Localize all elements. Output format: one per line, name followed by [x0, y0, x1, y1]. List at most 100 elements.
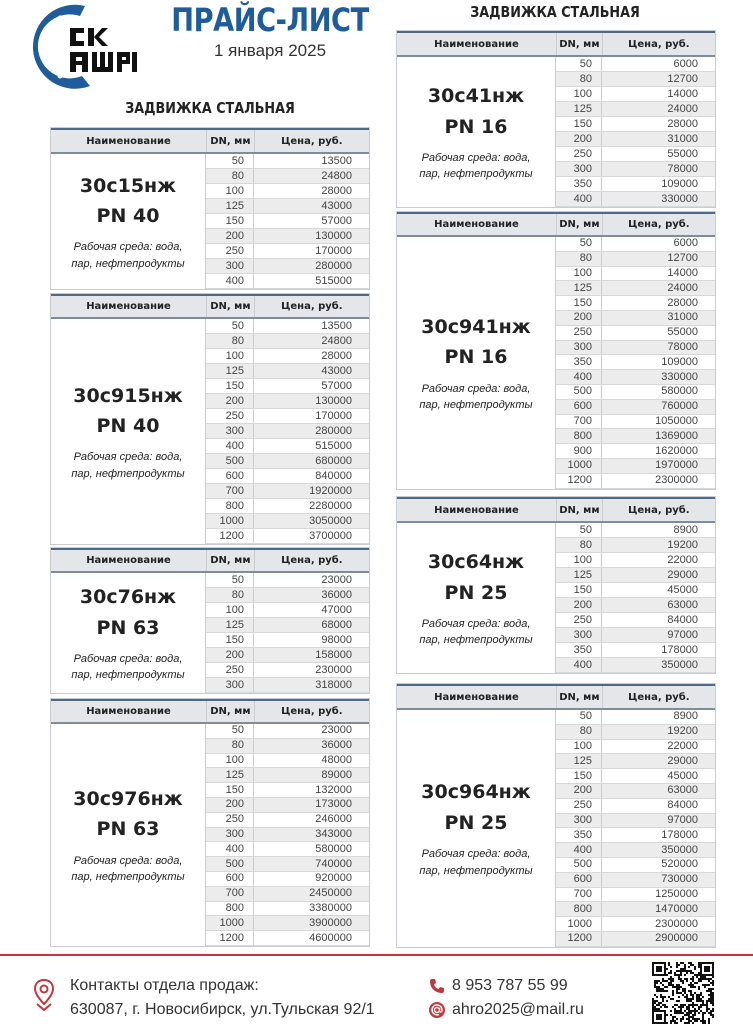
dn-value: 800	[556, 429, 602, 444]
footer-divider	[0, 954, 753, 956]
price-value: 24800	[321, 334, 352, 347]
email[interactable]: ahro2025@mail.ru	[452, 1001, 584, 1018]
dn-value: 300	[206, 678, 254, 692]
price-value: 28000	[667, 117, 698, 130]
at-sign-icon	[429, 1002, 445, 1018]
price-value: 55000	[667, 147, 698, 160]
dn-value: 200	[556, 132, 602, 146]
price-value: 246000	[315, 813, 352, 826]
price-value: 22000	[667, 553, 698, 566]
dn-value: 700	[556, 414, 602, 429]
dn-value: 700	[206, 484, 254, 498]
table-row: 200 130000	[206, 394, 369, 409]
dn-value: 150	[556, 583, 602, 597]
col-name: Наименование	[51, 296, 208, 317]
price-value: 55000	[667, 326, 698, 339]
working-medium: Рабочая среда: вода, пар, нефтепродукты	[419, 151, 533, 181]
table-row: 100 22000	[556, 553, 715, 568]
price-value: 89000	[321, 768, 352, 781]
dn-value: 50	[556, 523, 602, 537]
dn-value: 80	[206, 588, 254, 602]
price-value: 45000	[667, 583, 698, 596]
table-row: 100 22000	[556, 739, 715, 755]
price-table: Наименование DN, мм Цена, руб. 30с15нж P…	[50, 127, 370, 290]
col-price: Цена, руб.	[628, 691, 690, 703]
table-row: 1200 2900000	[556, 931, 715, 947]
col-price: Цена, руб.	[628, 219, 690, 230]
price-value: 8900	[673, 710, 698, 723]
dn-value: 1200	[206, 529, 254, 543]
table-row: 80 19200	[556, 724, 715, 740]
dn-value: 100	[556, 739, 602, 754]
phone[interactable]: 8 953 787 55 99	[452, 977, 568, 994]
dn-value: 200	[556, 310, 602, 325]
price-value: 13500	[321, 154, 352, 167]
table-row: 80 36000	[206, 738, 369, 754]
dn-value: 50	[206, 319, 254, 333]
table-row: 150 28000	[556, 296, 715, 311]
price-value: 63000	[667, 784, 698, 797]
working-medium: Рабочая среда: вода, пар, нефтепродукты	[71, 854, 185, 884]
dn-value: 800	[206, 499, 254, 513]
price-value: 343000	[315, 827, 352, 840]
price-value: 68000	[321, 618, 352, 631]
dn-value: 250	[206, 812, 254, 827]
dn-value: 150	[206, 379, 254, 393]
table-row: 400 330000	[556, 192, 715, 207]
product-model: 30с915нж	[73, 384, 183, 407]
dn-value: 80	[206, 738, 254, 753]
price-value: 48000	[321, 753, 352, 766]
price-value: 78000	[667, 340, 698, 353]
dn-value: 1000	[206, 916, 254, 931]
table-header: Наименование DN, мм Цена, руб.	[397, 212, 715, 237]
product-pn: PN 25	[444, 811, 508, 834]
working-medium: Рабочая среда: вода, пар, нефтепродукты	[71, 241, 185, 270]
dn-value: 80	[556, 724, 602, 739]
dn-value: 500	[556, 384, 602, 399]
table-row: 600 840000	[206, 469, 369, 484]
dn-value: 80	[206, 169, 254, 183]
price-value: 740000	[315, 857, 352, 870]
col-name: Наименование	[397, 499, 557, 521]
table-row: 100 28000	[206, 349, 369, 364]
table-row: 80 36000	[206, 588, 369, 603]
dn-value: 350	[556, 643, 602, 657]
price-value: 63000	[667, 598, 698, 611]
dn-value: 50	[206, 724, 254, 738]
qr-code[interactable]	[652, 962, 714, 1024]
dn-value: 400	[206, 439, 254, 453]
dn-value: 125	[556, 281, 602, 296]
col-name: Наименование	[397, 686, 557, 708]
product-model: 30с976нж	[73, 788, 183, 811]
table-row: 100 47000	[206, 603, 369, 618]
dn-value: 150	[206, 633, 254, 647]
price-value: 350000	[661, 658, 698, 671]
price-value: 3380000	[309, 901, 352, 914]
table-row: 800 1369000	[556, 429, 715, 445]
price-value: 170000	[315, 244, 352, 257]
table-row: 100 14000	[556, 266, 715, 282]
dn-value: 350	[556, 828, 602, 843]
table-row: 1200 3700000	[206, 529, 369, 544]
price-value: 4600000	[309, 931, 352, 944]
table-row: 50 13500	[206, 154, 369, 169]
product-cell: 30с41нж PN 16 Рабочая среда: вода, пар, …	[397, 57, 556, 207]
price-value: 280000	[315, 259, 352, 272]
price-value: 29000	[667, 754, 698, 767]
price-value: 1369000	[655, 429, 698, 442]
table-row: 250 170000	[206, 409, 369, 424]
product-pn: PN 16	[444, 115, 508, 138]
dn-value: 80	[556, 538, 602, 552]
dn-value: 800	[206, 901, 254, 916]
table-row: 200 63000	[556, 783, 715, 799]
table-row: 150 132000	[206, 783, 369, 798]
dn-value: 100	[206, 184, 254, 198]
price-value: 2900000	[655, 932, 698, 945]
dn-value: 50	[556, 237, 602, 251]
col-dn: DN, мм	[207, 701, 255, 722]
dn-value: 250	[556, 325, 602, 340]
table-row: 300 318000	[206, 678, 369, 693]
dn-value: 350	[556, 355, 602, 370]
dn-value: 250	[206, 663, 254, 677]
dn-value: 600	[206, 871, 254, 886]
